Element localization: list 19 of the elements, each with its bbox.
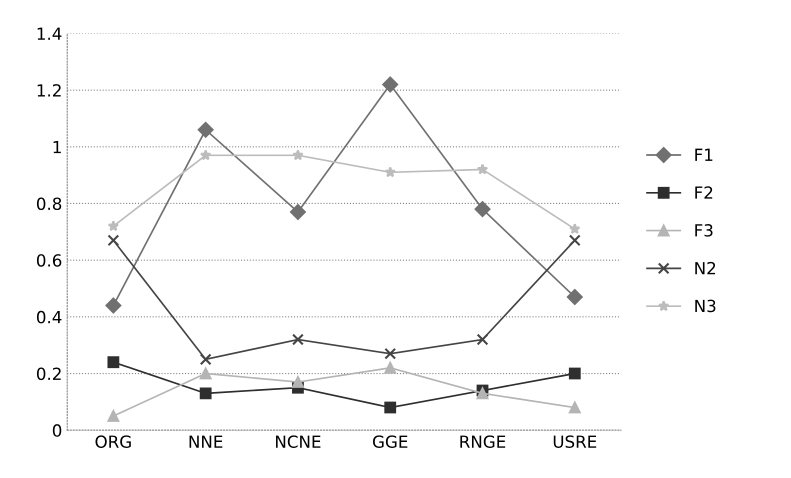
legend-label: F1 (695, 148, 712, 161)
x-tick-label: USRE (554, 435, 596, 448)
y-tick-label: 1.2 (38, 84, 61, 96)
x-tick-label: RNGE (460, 435, 506, 448)
legend-label: N3 (695, 300, 716, 312)
y-tick-label: 0.4 (36, 310, 62, 324)
x-tick-label: GGE (372, 435, 408, 448)
y-tick-label: 0.6 (36, 254, 62, 267)
y-tick-label: 1.4 (38, 28, 62, 40)
x-tick-label: ORG (96, 435, 131, 448)
y-tick-label: 0.2 (36, 367, 61, 380)
x-tick-label: NCNE (276, 435, 320, 448)
legend-label: F3 (695, 224, 713, 237)
legend-label: N2 (695, 262, 716, 274)
x-tick-label: NNE (190, 436, 222, 448)
y-tick-label: 0 (52, 424, 62, 437)
y-tick-label: 0.8 (36, 197, 62, 210)
y-tick-label: 1 (54, 140, 61, 154)
legend-label: F2 (695, 186, 712, 199)
